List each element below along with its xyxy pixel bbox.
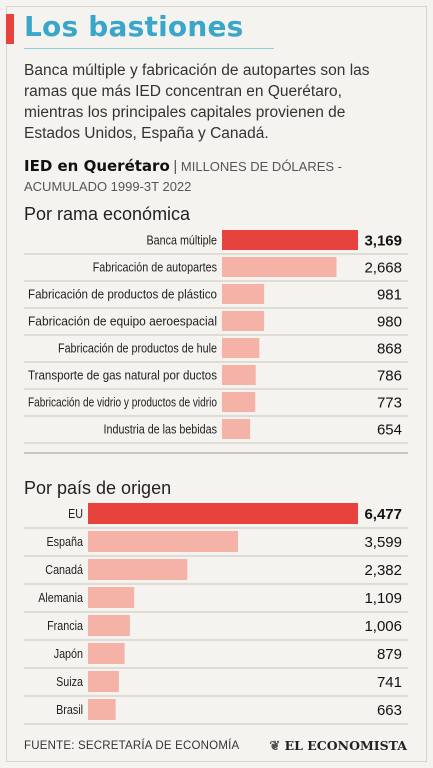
brand-name: EL ECONOMISTA [284,738,407,753]
category-label: España [47,535,84,549]
category-label: Fabricación de vidrio y productos de vid… [28,396,217,410]
source-note: FUENTE: SECRETARÍA DE ECONOMÍA [24,740,240,752]
category-label: Fabricación de productos de plástico [28,288,217,302]
value-label: 879 [377,646,402,663]
bar [222,365,256,385]
category-label: EU [68,507,83,521]
value-label: 868 [377,341,402,358]
subheading-separator: | [173,158,178,175]
brand-logo: ❦ EL ECONOMISTA [269,738,407,754]
value-label: 741 [377,674,402,691]
intro-text: Banca múltiple y fabricación de autopart… [24,62,370,142]
bar [88,587,135,608]
value-label: 1,109 [364,590,402,607]
value-label: 654 [377,422,402,439]
value-label: 663 [377,702,402,719]
value-label: 6,477 [364,506,402,523]
category-label: Japón [54,647,83,661]
value-label: 1,006 [364,618,402,635]
category-label: Fabricación de equipo aeroespacial [28,315,217,329]
title-accent-bar [6,14,14,44]
subheading-title: IED en Querétaro [24,157,170,175]
bar [88,643,125,664]
bar [88,559,188,580]
section-title-pais: Por país de origen [24,478,172,498]
category-label: Francia [47,619,83,633]
bar [88,503,358,524]
value-label: 3,169 [364,233,402,250]
brand-mark-icon: ❦ [269,739,281,754]
subheading-units: MILLONES DE DÓLARES - ACUMULADO 1999-3T … [24,159,343,194]
bar [88,699,116,720]
bar [222,230,358,250]
bar [222,284,265,304]
infographic-frame [6,6,427,762]
value-label: 981 [377,287,402,304]
value-label: 773 [377,395,402,412]
value-label: 786 [377,368,402,385]
section-title-rama: Por rama económica [24,204,191,224]
value-label: 980 [377,314,402,331]
bar [88,615,130,636]
category-label: Fabricación de autopartes [93,261,217,275]
bar [222,311,265,331]
category-label: Fabricación de productos de hule [58,342,217,356]
chart-subheading: IED en Querétaro | MILLONES DE DÓLARES -… [24,156,414,197]
bar [88,671,119,692]
category-label: Brasil [56,703,83,717]
bar [222,392,256,412]
value-label: 2,382 [364,562,402,579]
title-underline [24,48,274,49]
category-label: Suiza [56,675,83,689]
category-label: Alemania [38,591,83,605]
page-title: Los bastiones [24,10,244,43]
chart-pais: EU 6,477 España 3,599 Canadá 2,382 Alemania 1,1… [24,503,408,725]
bar [222,419,251,439]
chart-rama: Banca múltiple 3,169 Fabricación de autopa… [24,230,408,454]
category-label: Canadá [45,563,83,577]
value-label: 3,599 [364,534,402,551]
category-label: Transporte de gas natural por ductos [28,369,217,383]
bar [88,531,238,552]
bar [222,338,260,358]
category-label: Banca múltiple [147,234,218,248]
value-label: 2,668 [364,260,402,277]
bar [222,257,337,277]
category-label: Industria de las bebidas [104,423,218,437]
